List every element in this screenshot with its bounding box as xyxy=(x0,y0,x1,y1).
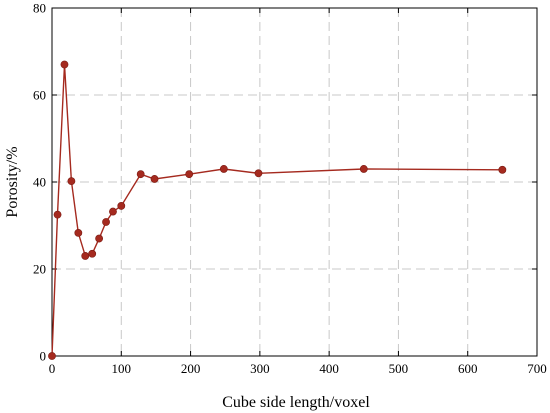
x-tick-label: 600 xyxy=(458,361,478,376)
x-tick-label: 500 xyxy=(389,361,409,376)
data-point xyxy=(67,177,76,186)
x-tick-label: 100 xyxy=(112,361,132,376)
y-tick-label: 80 xyxy=(33,1,46,16)
data-point xyxy=(219,165,228,173)
x-tick-label: 400 xyxy=(319,361,339,376)
x-tick-label: 200 xyxy=(181,361,201,376)
data-point xyxy=(185,170,194,179)
data-point xyxy=(136,170,145,179)
data-point xyxy=(81,252,90,260)
x-tick-label: 700 xyxy=(527,361,547,376)
data-point xyxy=(359,165,368,173)
x-axis-title: Cube side length/voxel xyxy=(222,394,370,411)
series-line xyxy=(51,64,503,357)
grid-lines xyxy=(52,8,537,356)
data-point xyxy=(109,207,117,216)
data-point xyxy=(150,175,159,183)
data-point xyxy=(254,169,263,178)
y-tick-label: 20 xyxy=(33,262,46,277)
x-tick-label: 0 xyxy=(49,361,56,376)
data-point xyxy=(498,165,507,174)
data-point xyxy=(102,218,110,226)
data-point xyxy=(48,352,56,360)
y-tick-label: 60 xyxy=(33,88,46,103)
data-point xyxy=(95,234,104,243)
data-point xyxy=(53,210,62,219)
y-tick-label: 0 xyxy=(40,349,47,364)
data-point xyxy=(60,60,69,69)
data-series xyxy=(48,60,507,360)
data-point xyxy=(88,249,97,258)
data-point xyxy=(74,228,83,237)
data-point xyxy=(117,202,126,210)
y-axis-title: Porosity/% xyxy=(4,146,21,217)
y-tick-label: 40 xyxy=(33,175,46,190)
x-tick-label: 300 xyxy=(250,361,270,376)
tick-labels: 0 100 200 300 400 500 600 700 0 20 40 60 80 xyxy=(33,1,547,377)
